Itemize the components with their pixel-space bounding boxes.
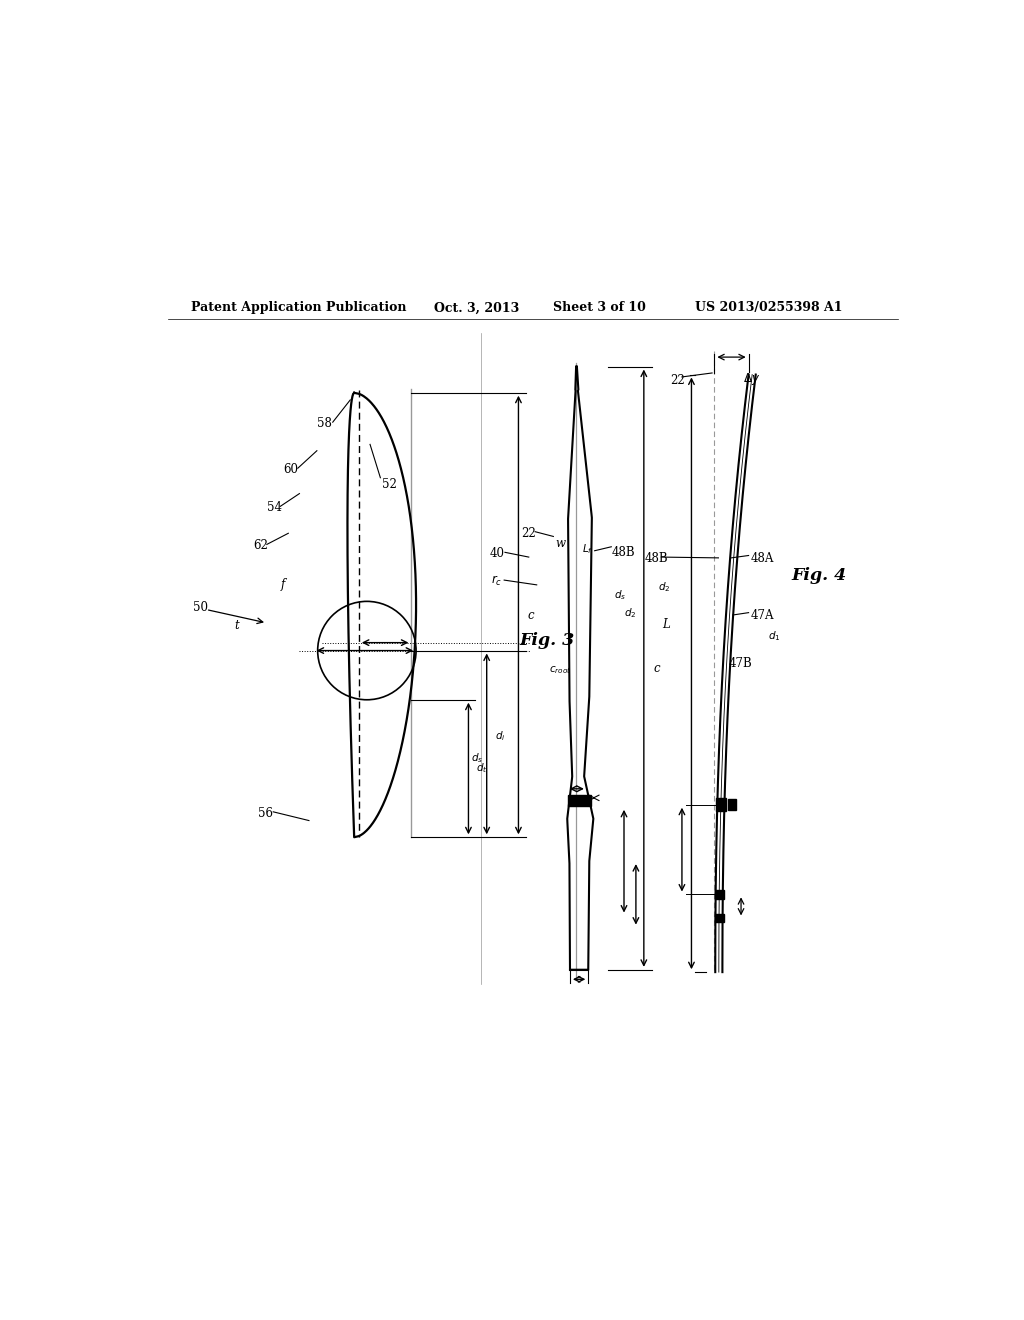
Text: $d_t$: $d_t$ — [476, 762, 488, 775]
Bar — [715, 915, 724, 923]
Text: 48B: 48B — [645, 552, 669, 565]
Text: $d_i$: $d_i$ — [495, 729, 505, 743]
Text: t: t — [234, 619, 239, 632]
Text: $d_s$: $d_s$ — [471, 751, 483, 766]
Text: 48A: 48A — [751, 552, 773, 565]
Bar — [715, 890, 724, 899]
Text: $d_2$: $d_2$ — [624, 606, 637, 620]
Text: Oct. 3, 2013: Oct. 3, 2013 — [433, 301, 519, 314]
Text: 22: 22 — [670, 374, 685, 387]
Text: 47B: 47B — [729, 657, 753, 671]
Text: 47A: 47A — [751, 609, 774, 622]
Text: L: L — [663, 618, 670, 631]
Text: $d_s$: $d_s$ — [613, 589, 626, 602]
Text: $d_1$: $d_1$ — [768, 630, 780, 643]
Text: 56: 56 — [258, 807, 273, 820]
Text: 52: 52 — [382, 478, 397, 491]
Text: Sheet 3 of 10: Sheet 3 of 10 — [553, 301, 645, 314]
Text: f: f — [281, 578, 285, 590]
Text: c: c — [528, 609, 535, 622]
Text: 58: 58 — [316, 417, 332, 430]
Text: Fig. 3: Fig. 3 — [519, 632, 574, 649]
Text: $L_f$: $L_f$ — [582, 543, 593, 556]
Text: 62: 62 — [253, 540, 268, 553]
Text: $c_{root}$: $c_{root}$ — [549, 665, 571, 676]
Text: $d_2$: $d_2$ — [658, 581, 671, 594]
Text: 48B: 48B — [611, 546, 635, 558]
Text: US 2013/0255398 A1: US 2013/0255398 A1 — [695, 301, 843, 314]
Text: $r_c$: $r_c$ — [490, 574, 502, 587]
Text: 40: 40 — [489, 548, 505, 561]
Text: w: w — [556, 537, 565, 550]
Text: $\Delta y$: $\Delta y$ — [743, 371, 760, 387]
Text: 54: 54 — [267, 502, 282, 515]
Text: 60: 60 — [283, 463, 298, 477]
Text: 22: 22 — [521, 527, 536, 540]
Text: c: c — [653, 661, 660, 675]
Bar — [716, 799, 726, 812]
Text: 50: 50 — [194, 601, 208, 614]
Text: Patent Application Publication: Patent Application Publication — [191, 301, 407, 314]
Bar — [567, 796, 591, 807]
Bar — [728, 799, 735, 810]
Text: Fig. 4: Fig. 4 — [792, 566, 847, 583]
